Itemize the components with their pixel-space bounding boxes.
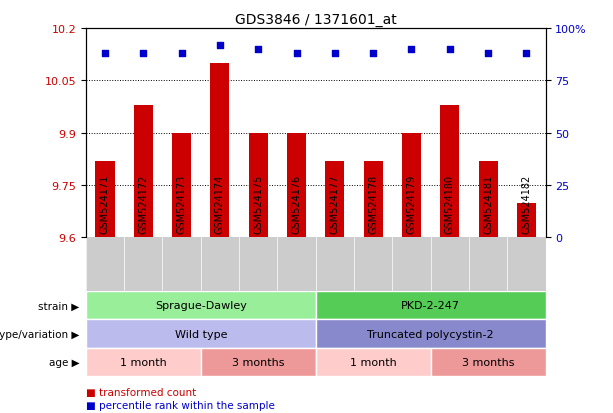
- Text: genotype/variation ▶: genotype/variation ▶: [0, 329, 80, 339]
- Bar: [96, 161, 115, 238]
- Text: Truncated polycystin-2: Truncated polycystin-2: [367, 329, 494, 339]
- Title: GDS3846 / 1371601_at: GDS3846 / 1371601_at: [235, 12, 397, 26]
- Bar: [249, 133, 268, 238]
- Point: [483, 51, 493, 57]
- Point: [253, 47, 263, 53]
- Bar: [210, 64, 229, 238]
- Point: [292, 51, 302, 57]
- FancyBboxPatch shape: [430, 348, 546, 376]
- Text: 1 month: 1 month: [350, 357, 397, 367]
- FancyBboxPatch shape: [86, 348, 201, 376]
- FancyBboxPatch shape: [86, 292, 316, 320]
- Point: [445, 47, 455, 53]
- Text: Sprague-Dawley: Sprague-Dawley: [155, 301, 246, 311]
- Text: ■ percentile rank within the sample: ■ percentile rank within the sample: [86, 400, 275, 410]
- Text: PKD-2-247: PKD-2-247: [401, 301, 460, 311]
- Text: Wild type: Wild type: [175, 329, 227, 339]
- Text: strain ▶: strain ▶: [39, 301, 80, 311]
- Bar: [364, 161, 383, 238]
- Text: ■ transformed count: ■ transformed count: [86, 387, 196, 397]
- Bar: [134, 106, 153, 238]
- FancyBboxPatch shape: [201, 348, 316, 376]
- Bar: [326, 161, 345, 238]
- Point: [406, 47, 416, 53]
- Bar: [479, 161, 498, 238]
- FancyBboxPatch shape: [316, 292, 546, 320]
- Bar: [440, 106, 459, 238]
- Point: [215, 42, 225, 49]
- Bar: [172, 133, 191, 238]
- Text: 1 month: 1 month: [120, 357, 167, 367]
- Point: [177, 51, 186, 57]
- Text: 3 months: 3 months: [232, 357, 284, 367]
- FancyBboxPatch shape: [316, 348, 430, 376]
- Bar: [402, 133, 421, 238]
- Text: 3 months: 3 months: [462, 357, 514, 367]
- Text: age ▶: age ▶: [49, 357, 80, 367]
- FancyBboxPatch shape: [316, 320, 546, 348]
- Bar: [287, 133, 306, 238]
- FancyBboxPatch shape: [86, 320, 316, 348]
- Point: [100, 51, 110, 57]
- Point: [139, 51, 148, 57]
- Point: [330, 51, 340, 57]
- Point: [522, 51, 531, 57]
- Bar: [517, 203, 536, 238]
- Point: [368, 51, 378, 57]
